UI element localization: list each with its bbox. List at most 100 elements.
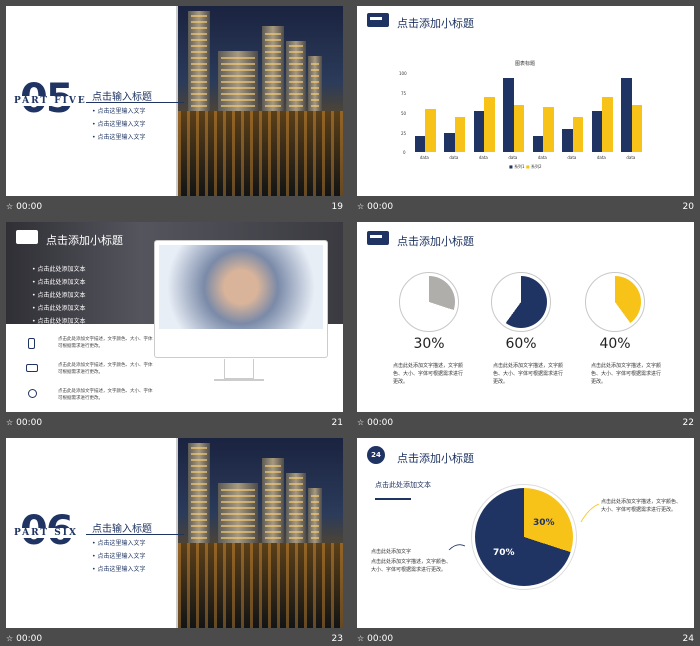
bar-系列1-7 [621, 77, 632, 152]
list-item[interactable]: 点击此处添加文本 [32, 316, 85, 325]
transition-icon: ☆ [6, 634, 14, 643]
list-item[interactable]: 点击这里输入文字 [92, 119, 145, 128]
monitor-base [214, 379, 264, 381]
bar-系列2-7 [631, 105, 643, 152]
callout-lines [448, 503, 600, 551]
title-underline [86, 102, 184, 103]
y-tick: 75 [401, 91, 407, 96]
subtitle-underline [375, 498, 411, 500]
slide-time: 00:00 [16, 418, 43, 428]
slide-19[interactable]: 05 PART FIVE 点击输入标题 点击这里输入文字 点击这里输入文字 点击… [6, 6, 343, 196]
bar-系列1-6 [591, 111, 603, 152]
feature-text: 点击此处添加文字描述，文字颜色、大小、字体可根据需求进行更改。 [58, 363, 153, 375]
part-label: PART SIX [12, 528, 80, 538]
slide-meta-21: ☆ 00:00 21 [6, 417, 343, 431]
slide-title[interactable]: 点击添加小标题 [397, 235, 474, 248]
x-tick-label: data [626, 155, 636, 160]
slide-number: 21 [331, 418, 343, 428]
card-icon [367, 231, 389, 245]
right-callout-desc: 点击此处添加文字描述，文字颜色、大小、字体可根据需求进行更改。 [601, 499, 682, 513]
transition-icon: ☆ [357, 634, 365, 643]
list-item[interactable]: 点击此处添加文本 [32, 277, 85, 286]
left-callout-title: 点击此处添加文字 [371, 549, 412, 555]
slide-number: 24 [682, 634, 694, 644]
slide-time: 00:00 [367, 634, 394, 644]
slide-title[interactable]: 点击添加小标题 [397, 452, 474, 465]
bullet-list: 点击此处添加文本 点击此处添加文本 点击此处添加文本 点击此处添加文本 点击此处… [32, 264, 85, 329]
bar-系列1-3 [503, 77, 514, 152]
list-item[interactable]: 点击这里输入文字 [92, 132, 145, 141]
slide-meta-24: ☆ 00:00 24 [357, 633, 694, 646]
list-item[interactable]: 点击这里输入文字 [92, 106, 145, 115]
x-tick-label: data [419, 155, 429, 160]
bar-系列1-5 [562, 128, 573, 152]
slide-title[interactable]: 点击添加小标题 [397, 17, 474, 30]
slide-24[interactable]: 24 点击添加小标题 点击此处添加文本 30% 70% 点击此处添加文字 点击此… [357, 438, 694, 628]
transition-icon: ☆ [6, 202, 14, 211]
bullet-list: 点击这里输入文字 点击这里输入文字 点击这里输入文字 [92, 538, 145, 577]
title-underline [86, 534, 184, 535]
bar-chart [411, 74, 647, 152]
bullet-list: 点击这里输入文字 点击这里输入文字 点击这里输入文字 [92, 106, 145, 145]
percent-label: 60% [505, 336, 537, 352]
city-photo [178, 438, 343, 628]
y-tick: 100 [399, 71, 407, 76]
slide-time: 00:00 [16, 202, 43, 212]
y-tick: 50 [401, 111, 407, 116]
feature-text: 点击此处添加文字描述，文字颜色、大小、字体可根据需求进行更改。 [58, 337, 153, 349]
section-title[interactable]: 点击输入标题 [92, 92, 152, 103]
x-tick-label: data [567, 155, 577, 160]
pie-description: 点击此处添加文字描述，文字颜色、大小、字体可根据需求进行更改。 [493, 363, 564, 385]
pie-label-30: 30% [533, 518, 555, 528]
slide-meta-19: ☆ 00:00 19 [6, 201, 343, 215]
x-tick-labels: data data data data data data data data [411, 155, 647, 161]
subtitle[interactable]: 点击此处添加文本 [375, 481, 431, 489]
legend-item: 系列1 [514, 164, 525, 169]
slide-time: 00:00 [16, 634, 43, 644]
list-item[interactable]: 点击这里输入文字 [92, 538, 145, 547]
bar-系列2-4 [543, 106, 554, 152]
card-icon [16, 230, 38, 244]
slide-number: 22 [682, 418, 694, 428]
phone-24-icon: 24 [367, 446, 385, 464]
slide-time: 00:00 [367, 418, 394, 428]
x-tick-label: data [478, 155, 488, 160]
transition-icon: ☆ [6, 418, 14, 427]
bar-系列2-6 [602, 97, 613, 152]
bar-系列2-2 [484, 97, 495, 152]
card-icon [367, 13, 389, 27]
transition-icon: ☆ [357, 418, 365, 427]
progress-pie [495, 276, 547, 328]
monitor-stand [224, 359, 254, 379]
phone-icon [28, 338, 35, 349]
bar-系列2-5 [572, 116, 584, 152]
list-item[interactable]: 点击这里输入文字 [92, 551, 145, 560]
bar-系列2-1 [454, 116, 466, 152]
left-callout-desc: 点击此处添加文字描述，文字颜色、大小、字体可根据需求进行更改。 [371, 559, 452, 573]
list-item[interactable]: 点击此处添加文本 [32, 303, 85, 312]
slide-meta-23: ☆ 00:00 23 [6, 633, 343, 646]
x-tick-label: data [596, 155, 606, 160]
slide-20[interactable]: 点击添加小标题 图表标题 100 75 50 25 0 data data data… [357, 6, 694, 196]
slide-23[interactable]: 06 PART SIX 点击输入标题 点击这里输入文字 点击这里输入文字 点击这… [6, 438, 343, 628]
transition-icon: ☆ [357, 202, 365, 211]
bar-系列1-1 [444, 132, 455, 152]
slide-meta-22: ☆ 00:00 22 [357, 417, 694, 431]
slide-number: 23 [331, 634, 343, 644]
slide-22[interactable]: 点击添加小标题 30% 点击此处添加文字描述，文字颜色、大小、字体可根据需求进行… [357, 222, 694, 412]
teamwork-photo [159, 245, 323, 329]
slide-time: 00:00 [367, 202, 394, 212]
percent-label: 40% [599, 336, 631, 352]
bar-系列1-4 [532, 136, 544, 152]
slide-number: 19 [331, 202, 343, 212]
slide-21[interactable]: 点击添加小标题 点击此处添加文本 点击此处添加文本 点击此处添加文本 点击此处添… [6, 222, 343, 412]
list-item[interactable]: 点击这里输入文字 [92, 564, 145, 573]
pie-chart [475, 488, 573, 586]
legend-item: 系列2 [530, 164, 542, 169]
list-item[interactable]: 点击此处添加文本 [32, 290, 85, 299]
chart-title: 图表标题 [515, 61, 536, 67]
section-title[interactable]: 点击输入标题 [92, 524, 152, 535]
list-item[interactable]: 点击此处添加文本 [32, 264, 85, 273]
slide-title[interactable]: 点击添加小标题 [46, 234, 123, 247]
y-tick: 0 [403, 150, 406, 155]
